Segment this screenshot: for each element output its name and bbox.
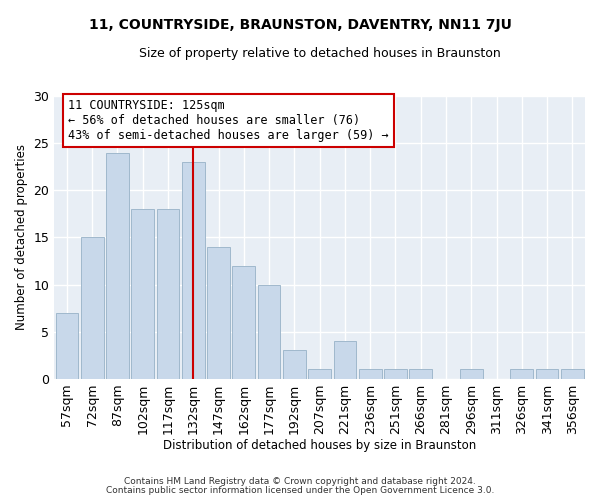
Text: Contains HM Land Registry data © Crown copyright and database right 2024.: Contains HM Land Registry data © Crown c… [124, 477, 476, 486]
Y-axis label: Number of detached properties: Number of detached properties [15, 144, 28, 330]
Bar [308, 369, 331, 378]
Text: 11, COUNTRYSIDE, BRAUNSTON, DAVENTRY, NN11 7JU: 11, COUNTRYSIDE, BRAUNSTON, DAVENTRY, NN… [89, 18, 511, 32]
Bar [56, 312, 78, 378]
Bar [359, 369, 382, 378]
Bar [384, 369, 407, 378]
X-axis label: Distribution of detached houses by size in Braunston: Distribution of detached houses by size … [163, 440, 476, 452]
Text: 11 COUNTRYSIDE: 125sqm
← 56% of detached houses are smaller (76)
43% of semi-det: 11 COUNTRYSIDE: 125sqm ← 56% of detached… [68, 99, 389, 142]
Bar [283, 350, 306, 378]
Bar [511, 369, 533, 378]
Bar [409, 369, 432, 378]
Text: Contains public sector information licensed under the Open Government Licence 3.: Contains public sector information licen… [106, 486, 494, 495]
Bar [232, 266, 255, 378]
Bar [258, 284, 280, 378]
Bar [106, 153, 129, 378]
Bar [561, 369, 584, 378]
Title: Size of property relative to detached houses in Braunston: Size of property relative to detached ho… [139, 48, 500, 60]
Bar [182, 162, 205, 378]
Bar [157, 210, 179, 378]
Bar [334, 341, 356, 378]
Bar [131, 210, 154, 378]
Bar [536, 369, 559, 378]
Bar [207, 247, 230, 378]
Bar [460, 369, 482, 378]
Bar [81, 238, 104, 378]
